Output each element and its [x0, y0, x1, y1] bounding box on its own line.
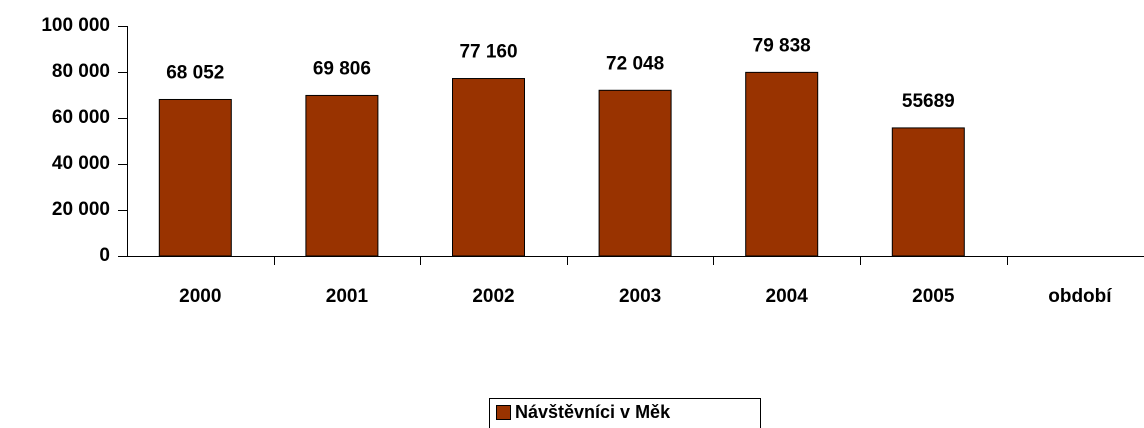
value-label: 55689: [902, 91, 955, 112]
bar: [891, 127, 965, 257]
value-label: 69 806: [313, 58, 371, 79]
y-tick-label: 0: [99, 245, 110, 266]
value-label: 77 160: [459, 42, 517, 63]
bar: [745, 71, 819, 257]
x-tick-label: 2003: [619, 286, 661, 307]
value-label: 68 052: [166, 62, 224, 83]
x-tick-label: 2002: [472, 286, 514, 307]
x-tick-label: období: [1048, 286, 1112, 307]
x-tick-label: 2004: [766, 286, 809, 307]
value-label: 79 838: [753, 35, 811, 56]
x-tick-label: 2000: [179, 286, 221, 307]
y-tick-label: 80 000: [52, 61, 110, 82]
bar: [598, 89, 672, 257]
legend-box: [489, 398, 761, 428]
legend-label: Návštěvníci v Měk: [515, 402, 671, 422]
y-tick-label: 20 000: [52, 199, 110, 220]
y-tick-label: 60 000: [52, 107, 110, 128]
legend-swatch: [496, 405, 511, 420]
x-tick-label: 2005: [912, 286, 955, 307]
bar: [305, 94, 379, 257]
y-tick-label: 40 000: [52, 153, 110, 174]
bar: [452, 78, 525, 257]
value-label: 72 048: [606, 53, 664, 74]
bar: [158, 98, 232, 257]
y-tick-label: 100 000: [41, 15, 110, 36]
x-tick-label: 2001: [326, 286, 369, 307]
